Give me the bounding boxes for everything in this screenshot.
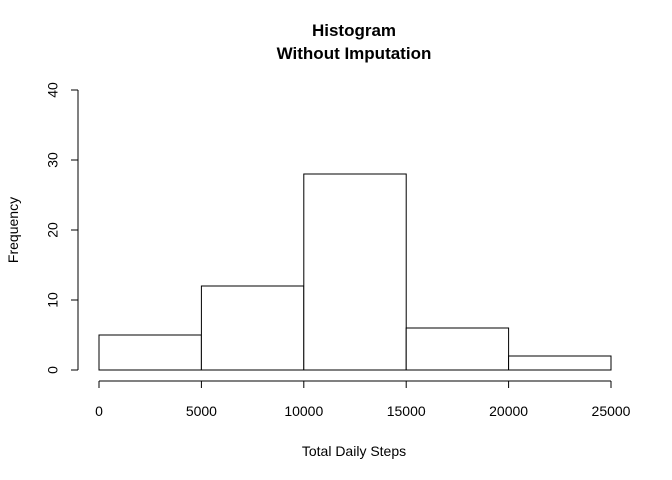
histogram-bar-3 bbox=[405, 327, 510, 371]
histogram-bar-0 bbox=[98, 334, 202, 371]
x-tick-label-4: 20000 bbox=[489, 403, 528, 419]
x-tick-label-2: 10000 bbox=[284, 403, 323, 419]
y-axis-label: Frequency bbox=[5, 197, 21, 263]
y-tick-label-2: 20 bbox=[45, 222, 61, 238]
histogram-bar-1 bbox=[200, 285, 305, 371]
y-tick-label-3: 30 bbox=[45, 152, 61, 168]
chart-title-line-1: Histogram bbox=[312, 21, 396, 40]
x-tick-label-5: 25000 bbox=[592, 403, 631, 419]
bars-group bbox=[98, 173, 612, 371]
y-tick-label-4: 40 bbox=[45, 82, 61, 98]
chart-title-line-2: Without Imputation bbox=[277, 44, 432, 63]
x-tick-label-1: 5000 bbox=[186, 403, 217, 419]
y-axis: 0 10 20 30 40 bbox=[45, 82, 79, 374]
histogram-bar-2 bbox=[303, 173, 407, 371]
histogram-bar-4 bbox=[508, 355, 612, 371]
y-tick-label-1: 10 bbox=[45, 292, 61, 308]
x-tick-label-3: 15000 bbox=[387, 403, 426, 419]
x-tick-label-0: 0 bbox=[95, 403, 103, 419]
y-tick-label-0: 0 bbox=[45, 366, 61, 374]
x-axis-label: Total Daily Steps bbox=[302, 443, 406, 459]
x-axis: 0 5000 10000 15000 20000 25000 bbox=[95, 380, 631, 419]
